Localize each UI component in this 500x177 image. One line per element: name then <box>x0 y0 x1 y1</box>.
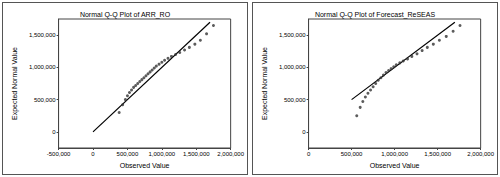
svg-text:0: 0 <box>307 151 311 157</box>
svg-text:Expected Normal Value: Expected Normal Value <box>261 47 269 120</box>
svg-text:1,000,000: 1,000,000 <box>381 151 408 157</box>
svg-text:1,000,000: 1,000,000 <box>279 64 306 70</box>
svg-text:500,000: 500,000 <box>284 97 306 103</box>
svg-text:0: 0 <box>302 129 306 135</box>
svg-text:1,000,000: 1,000,000 <box>148 151 175 157</box>
svg-text:Observed Value: Observed Value <box>370 162 420 169</box>
svg-text:1,000,000: 1,000,000 <box>29 64 56 70</box>
svg-text:500,000: 500,000 <box>117 151 139 157</box>
svg-text:1,500,000: 1,500,000 <box>183 151 210 157</box>
svg-text:1,500,000: 1,500,000 <box>279 32 306 38</box>
svg-text:Expected Normal Value: Expected Normal Value <box>11 47 19 120</box>
svg-text:1,500,000: 1,500,000 <box>29 32 56 38</box>
svg-text:-500,000: -500,000 <box>47 151 71 157</box>
svg-text:2,000,000: 2,000,000 <box>217 151 244 157</box>
svg-text:500,000: 500,000 <box>341 151 363 157</box>
svg-text:2,000,000: 2,000,000 <box>467 151 494 157</box>
svg-text:Normal Q-Q Plot of Forecast_Re: Normal Q-Q Plot of Forecast_ReSEAS <box>315 11 436 19</box>
svg-text:Normal Q-Q Plot of ARR_RO: Normal Q-Q Plot of ARR_RO <box>80 11 171 19</box>
svg-text:0: 0 <box>91 151 95 157</box>
svg-text:1,500,000: 1,500,000 <box>424 151 451 157</box>
svg-text:0: 0 <box>52 129 56 135</box>
svg-text:500,000: 500,000 <box>34 97 56 103</box>
svg-text:Observed Value: Observed Value <box>120 162 170 169</box>
